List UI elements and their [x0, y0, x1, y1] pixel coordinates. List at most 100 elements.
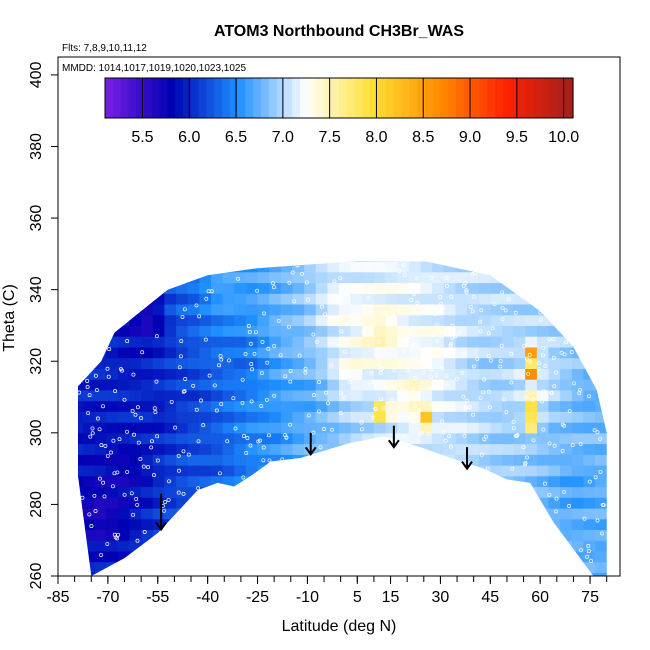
sample-marker: [464, 290, 469, 295]
heatmap-cell: [583, 400, 596, 412]
heatmap-cell: [176, 529, 189, 541]
heatmap-cell: [257, 336, 270, 348]
heatmap-cell: [245, 497, 259, 509]
heatmap-cell: [455, 422, 468, 434]
colorbar-swatch: [175, 78, 184, 118]
heatmap-cell: [211, 475, 224, 488]
sample-marker: [464, 399, 469, 403]
heatmap-cell: [315, 432, 328, 445]
heatmap-cell: [385, 357, 398, 369]
heatmap-cell: [607, 562, 619, 573]
heatmap-cell: [292, 475, 305, 488]
heatmap-cell: [350, 411, 363, 423]
heatmap-cell: [245, 550, 259, 563]
heatmap-cell: [292, 422, 305, 434]
heatmap-cell: [117, 325, 131, 337]
heatmap-cell: [245, 572, 259, 576]
sample-marker: [399, 380, 403, 385]
heatmap-cell: [455, 400, 468, 412]
heatmap-cell: [187, 475, 200, 488]
heatmap-cell: [187, 293, 200, 305]
heatmap-cell: [187, 336, 200, 348]
heatmap-cell: [536, 497, 550, 509]
heatmap-cell: [199, 550, 212, 563]
heatmap-cell: [292, 240, 304, 251]
heatmap-cell: [95, 240, 107, 251]
heatmap-cell: [571, 443, 584, 455]
heatmap-cell: [222, 432, 235, 445]
heatmap-cell: [350, 293, 363, 305]
sample-marker: [485, 466, 490, 471]
heatmap-cell: [280, 261, 293, 273]
heatmap-cell: [513, 475, 526, 488]
heatmap-cell: [467, 550, 480, 563]
heatmap-cell: [536, 465, 550, 477]
sample-marker: [135, 538, 140, 543]
heatmap-cell: [478, 465, 491, 477]
sample-marker: [217, 363, 222, 368]
heatmap-cell: [82, 357, 96, 369]
heatmap-cell: [607, 572, 619, 583]
heatmap-cell: [583, 346, 596, 359]
heatmap-cell: [269, 261, 282, 262]
heatmap-cell: [82, 368, 96, 380]
heatmap-cell: [455, 508, 468, 520]
heatmap-cell: [513, 518, 526, 530]
sample-marker: [586, 549, 591, 554]
sample-marker: [450, 323, 455, 328]
heatmap-cell: [595, 271, 607, 284]
heatmap-cell: [525, 282, 538, 294]
heatmap-cell: [432, 497, 445, 509]
heatmap-cell: [176, 314, 189, 326]
heatmap-cell: [280, 561, 293, 573]
heatmap-cell: [420, 261, 433, 273]
heatmap-cell: [362, 432, 375, 445]
heatmap-cell: [315, 572, 328, 576]
heatmap-cell: [490, 379, 503, 391]
heatmap-cell: [327, 572, 340, 576]
heatmap-cell: [223, 240, 235, 251]
sample-marker: [154, 334, 159, 339]
heatmap-cell: [536, 561, 550, 573]
heatmap-cell: [222, 454, 235, 466]
heatmap-cell: [536, 314, 550, 326]
heatmap-cell: [501, 443, 515, 455]
sample-marker: [538, 317, 543, 322]
heatmap-cell: [280, 497, 293, 509]
heatmap-cell: [536, 400, 550, 412]
heatmap-cell: [443, 368, 456, 380]
heatmap-cell: [571, 454, 584, 466]
heatmap-cell: [78, 261, 84, 262]
sample-marker: [549, 390, 554, 395]
heatmap-cell: [501, 336, 515, 348]
sample-marker: [486, 389, 491, 394]
heatmap-cell: [269, 529, 282, 541]
heatmap-cell: [420, 400, 433, 412]
heatmap-cell: [548, 572, 561, 576]
heatmap-cell: [467, 282, 480, 294]
heatmap-cell: [117, 411, 131, 423]
heatmap-cell: [350, 304, 363, 316]
colorbar-swatch: [385, 78, 395, 118]
heatmap-cell: [117, 497, 131, 509]
heatmap-cell: [245, 400, 259, 412]
heatmap-cell: [199, 432, 212, 445]
heatmap-cell: [467, 379, 480, 391]
colorbar-swatch: [159, 78, 168, 118]
sample-marker: [461, 351, 466, 356]
heatmap-cell: [141, 368, 154, 380]
heatmap-cell: [176, 346, 189, 359]
heatmap-cell: [211, 497, 224, 509]
heatmap-cell: [408, 379, 421, 391]
heatmap-cell: [280, 261, 293, 262]
heatmap-cell: [595, 379, 607, 391]
heatmap-cell: [280, 336, 293, 348]
heatmap-cell: [385, 518, 398, 530]
sample-marker: [531, 397, 536, 402]
heatmap-cell: [408, 550, 421, 563]
heatmap-cell: [176, 422, 189, 434]
heatmap-cell: [501, 271, 515, 284]
heatmap-cell: [607, 411, 619, 422]
heatmap-cell: [607, 497, 619, 508]
heatmap-cell: [141, 325, 154, 337]
